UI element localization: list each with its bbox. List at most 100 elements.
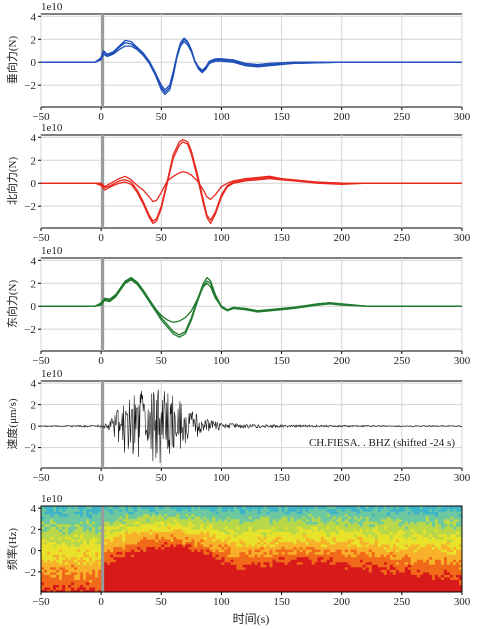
heatmap-cell <box>269 564 274 568</box>
heatmap-cell <box>251 576 256 580</box>
heatmap-cell <box>350 559 355 563</box>
heatmap-cell <box>362 561 367 565</box>
heatmap-cell <box>449 511 454 515</box>
heatmap-cell <box>131 564 135 568</box>
heatmap-cell <box>74 531 78 535</box>
heatmap-cell <box>323 511 328 515</box>
heatmap-cell <box>155 511 159 515</box>
heatmap-cell <box>392 513 397 517</box>
heatmap-cell <box>170 531 174 535</box>
heatmap-cell <box>137 556 141 560</box>
heatmap-cell <box>119 584 123 588</box>
heatmap-cell <box>281 589 286 592</box>
heatmap-cell <box>440 533 445 537</box>
heatmap-cell <box>395 541 400 545</box>
heatmap-cell <box>314 581 319 586</box>
heatmap-cell <box>92 518 96 522</box>
y-tick-label: 4 <box>31 11 37 23</box>
heatmap-cell <box>134 518 138 522</box>
heatmap-cell <box>293 528 298 532</box>
heatmap-cell <box>119 506 123 510</box>
heatmap-cell <box>260 576 265 580</box>
heatmap-cell <box>218 513 223 517</box>
heatmap-cell <box>404 559 409 563</box>
heatmap-cell <box>263 581 268 586</box>
heatmap-cell <box>287 564 292 568</box>
heatmap-cell <box>59 571 63 575</box>
heatmap-cell <box>317 546 322 550</box>
heatmap-cell <box>392 551 397 555</box>
heatmap-cell <box>293 554 298 558</box>
heatmap-cell <box>248 543 253 548</box>
heatmap-cell <box>161 569 165 573</box>
heatmap-cell <box>407 533 412 537</box>
heatmap-cell <box>74 574 78 578</box>
heatmap-cell <box>359 536 364 540</box>
heatmap-cell <box>194 528 198 532</box>
heatmap-cell <box>263 508 268 512</box>
heatmap-cell <box>257 556 262 560</box>
heatmap-cell <box>413 559 418 563</box>
heatmap-cell <box>260 559 265 563</box>
heatmap-cell <box>302 531 307 535</box>
heatmap-cell <box>248 506 253 510</box>
zero-marker-band <box>101 381 105 468</box>
heatmap-cell <box>440 546 445 550</box>
heatmap-cell <box>233 543 238 548</box>
heatmap-cell <box>323 589 328 592</box>
heatmap-cell <box>236 586 241 591</box>
heatmap-cell <box>86 549 90 553</box>
heatmap-cell <box>155 571 159 575</box>
heatmap-cell <box>335 571 340 575</box>
heatmap-cell <box>284 574 289 578</box>
heatmap-cell <box>74 536 78 540</box>
heatmap-cell <box>128 536 132 540</box>
heatmap-cell <box>95 576 99 580</box>
heatmap-cell <box>398 584 403 588</box>
heatmap-cell <box>83 571 87 575</box>
heatmap-cell <box>218 566 223 570</box>
heatmap-cell <box>146 554 150 558</box>
heatmap-cell <box>389 549 394 553</box>
heatmap-cell <box>254 554 259 558</box>
heatmap-cell <box>398 518 403 522</box>
heatmap-cell <box>221 513 226 517</box>
heatmap-cell <box>341 533 346 537</box>
heatmap-cell <box>203 561 207 565</box>
heatmap-cell <box>290 528 295 532</box>
heatmap-cell <box>425 574 430 578</box>
heatmap-cell <box>137 589 141 592</box>
heatmap-cell <box>170 589 174 592</box>
heatmap-cell <box>290 581 295 586</box>
heatmap-cell <box>128 531 132 535</box>
heatmap-cell <box>71 526 75 530</box>
heatmap-cell <box>83 536 87 540</box>
heatmap-cell <box>95 528 99 532</box>
heatmap-cell <box>314 506 319 510</box>
heatmap-cell <box>59 589 63 592</box>
heatmap-cell <box>458 526 462 530</box>
heatmap-cell <box>368 579 373 583</box>
heatmap-cell <box>182 574 186 578</box>
heatmap-cell <box>65 561 69 565</box>
heatmap-cell <box>131 521 135 525</box>
heatmap-cell <box>308 574 313 578</box>
heatmap-cell <box>401 564 406 568</box>
heatmap-cell <box>254 531 259 535</box>
heatmap-cell <box>74 521 78 525</box>
heatmap-cell <box>197 569 201 573</box>
heatmap-cell <box>206 518 210 522</box>
heatmap-cell <box>230 518 235 522</box>
heatmap-cell <box>284 556 289 560</box>
heatmap-cell <box>218 551 223 555</box>
heatmap-cell <box>368 516 373 520</box>
heatmap-cell <box>152 516 156 520</box>
heatmap-cell <box>122 513 126 517</box>
heatmap-cell <box>422 523 427 527</box>
heatmap-cell <box>89 559 93 563</box>
heatmap-cell <box>431 518 436 522</box>
heatmap-cell <box>65 521 69 525</box>
heatmap-cell <box>215 523 220 527</box>
heatmap-cell <box>155 528 159 532</box>
heatmap-cell <box>89 574 93 578</box>
